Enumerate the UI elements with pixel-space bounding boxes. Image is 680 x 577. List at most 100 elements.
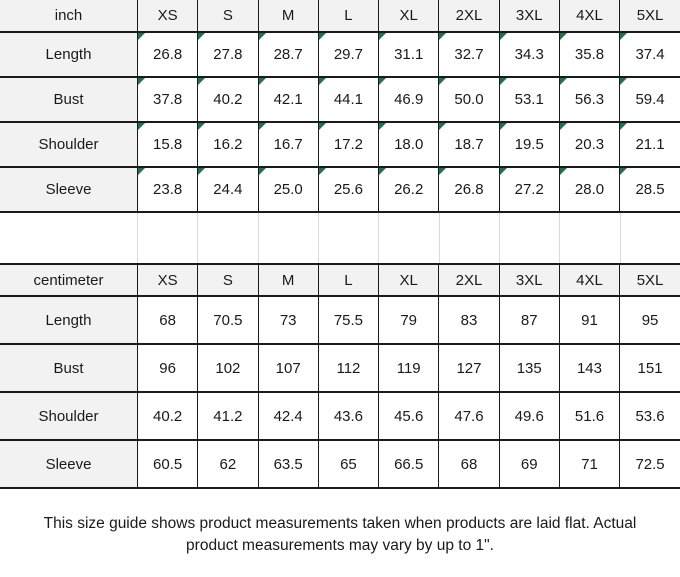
value-cell: 42.4 bbox=[257, 391, 319, 441]
flagged-cell-corner-icon bbox=[138, 124, 145, 130]
value-cell: 32.7 bbox=[438, 31, 500, 78]
measurement-row: Shoulder 40.2 41.2 42.4 43.6 45.6 47.6 49.6 51.6… bbox=[0, 391, 680, 441]
value-cell: 26.8 bbox=[136, 31, 199, 78]
size-header-cell: 4XL bbox=[558, 263, 621, 297]
value-cell: 68 bbox=[438, 439, 500, 489]
flagged-cell-corner-icon bbox=[138, 34, 145, 40]
gap-grid-column bbox=[378, 213, 438, 263]
flagged-cell-corner-icon bbox=[198, 169, 206, 175]
value-cell: 51.6 bbox=[558, 391, 621, 441]
value-cell: 25.0 bbox=[257, 166, 319, 213]
flagged-cell-corner-icon bbox=[198, 34, 206, 40]
value-cell: 75.5 bbox=[317, 295, 380, 345]
value-cell: 26.8 bbox=[438, 166, 500, 213]
flagged-cell-corner-icon bbox=[560, 124, 567, 130]
size-header-cell: 3XL bbox=[498, 0, 560, 33]
measurement-row: Bust 96 102 107 112 119 127 135 143 151 bbox=[0, 343, 680, 393]
flagged-cell-corner-icon bbox=[620, 79, 628, 85]
measurement-row: Shoulder 15.8 16.2 16.7 17.2 18.0 18.7 19.5 20.3… bbox=[0, 121, 680, 168]
value-cell: 151 bbox=[619, 343, 680, 393]
value-cell: 16.2 bbox=[197, 121, 259, 168]
flagged-cell-corner-icon bbox=[560, 79, 567, 85]
size-header-cell: M bbox=[257, 0, 319, 33]
value-cell: 66.5 bbox=[378, 439, 440, 489]
flagged-cell-corner-icon bbox=[379, 79, 387, 85]
row-label-cell: Bust bbox=[0, 76, 138, 123]
value-cell: 19.5 bbox=[498, 121, 560, 168]
value-cell: 102 bbox=[197, 343, 259, 393]
flagged-cell-corner-icon bbox=[198, 79, 206, 85]
value-cell: 27.8 bbox=[197, 31, 259, 78]
size-header-row: centimeter XS S M L XL 2XL 3XL 4XL 5XL bbox=[0, 263, 680, 297]
value-cell: 119 bbox=[378, 343, 440, 393]
row-label-cell: Length bbox=[0, 295, 138, 345]
flagged-cell-corner-icon bbox=[319, 124, 326, 130]
value-cell: 21.1 bbox=[619, 121, 680, 168]
gap-grid-column bbox=[197, 213, 257, 263]
size-header-cell: 3XL bbox=[498, 263, 560, 297]
value-cell: 20.3 bbox=[558, 121, 621, 168]
size-header-cell: 2XL bbox=[438, 0, 500, 33]
flagged-cell-corner-icon bbox=[379, 34, 387, 40]
flagged-cell-corner-icon bbox=[319, 79, 326, 85]
flagged-cell-corner-icon bbox=[620, 34, 628, 40]
value-cell: 127 bbox=[438, 343, 500, 393]
value-cell: 91 bbox=[558, 295, 621, 345]
flagged-cell-corner-icon bbox=[319, 169, 326, 175]
value-cell: 63.5 bbox=[257, 439, 319, 489]
centimeter-size-table: centimeter XS S M L XL 2XL 3XL 4XL 5XL Length 68 70.… bbox=[0, 263, 680, 489]
flagged-cell-corner-icon bbox=[319, 34, 326, 40]
value-cell: 34.3 bbox=[498, 31, 560, 78]
flagged-cell-corner-icon bbox=[259, 34, 266, 40]
measurement-row: Sleeve 60.5 62 63.5 65 66.5 68 69 71 72.5 bbox=[0, 439, 680, 489]
flagged-cell-corner-icon bbox=[259, 124, 266, 130]
gap-grid-column bbox=[257, 213, 318, 263]
value-cell: 53.1 bbox=[498, 76, 560, 123]
value-cell: 44.1 bbox=[317, 76, 380, 123]
row-label-cell: Sleeve bbox=[0, 166, 138, 213]
value-cell: 40.2 bbox=[136, 391, 199, 441]
value-cell: 65 bbox=[317, 439, 380, 489]
row-label-cell: Sleeve bbox=[0, 439, 138, 489]
flagged-cell-corner-icon bbox=[138, 79, 145, 85]
value-cell: 50.0 bbox=[438, 76, 500, 123]
unit-label-cell: centimeter bbox=[0, 263, 138, 297]
value-cell: 62 bbox=[197, 439, 259, 489]
flagged-cell-corner-icon bbox=[439, 124, 447, 130]
value-cell: 83 bbox=[438, 295, 500, 345]
value-cell: 18.0 bbox=[378, 121, 440, 168]
flagged-cell-corner-icon bbox=[560, 169, 567, 175]
gap-grid-column bbox=[317, 213, 378, 263]
value-cell: 28.7 bbox=[257, 31, 319, 78]
value-cell: 26.2 bbox=[378, 166, 440, 213]
row-label-cell: Bust bbox=[0, 343, 138, 393]
unit-label-cell: inch bbox=[0, 0, 138, 33]
size-header-cell: XS bbox=[136, 263, 199, 297]
size-header-cell: 4XL bbox=[558, 0, 621, 33]
measurement-row: Sleeve 23.8 24.4 25.0 25.6 26.2 26.8 27.2 28.0 28… bbox=[0, 166, 680, 213]
size-header-cell: 5XL bbox=[619, 0, 680, 33]
value-cell: 35.8 bbox=[558, 31, 621, 78]
value-cell: 79 bbox=[378, 295, 440, 345]
value-cell: 71 bbox=[558, 439, 621, 489]
size-header-cell: L bbox=[317, 0, 380, 33]
size-header-cell: XS bbox=[136, 0, 199, 33]
flagged-cell-corner-icon bbox=[560, 34, 567, 40]
value-cell: 15.8 bbox=[136, 121, 199, 168]
gap-label-column bbox=[0, 213, 137, 263]
value-cell: 25.6 bbox=[317, 166, 380, 213]
value-cell: 41.2 bbox=[197, 391, 259, 441]
row-label-cell: Shoulder bbox=[0, 121, 138, 168]
flagged-cell-corner-icon bbox=[500, 169, 507, 175]
size-header-cell: 2XL bbox=[438, 263, 500, 297]
flagged-cell-corner-icon bbox=[198, 124, 206, 130]
flagged-cell-corner-icon bbox=[439, 79, 447, 85]
value-cell: 43.6 bbox=[317, 391, 380, 441]
gap-grid-column bbox=[619, 213, 680, 263]
value-cell: 53.6 bbox=[619, 391, 680, 441]
size-header-cell: 5XL bbox=[619, 263, 680, 297]
row-label-cell: Shoulder bbox=[0, 391, 138, 441]
flagged-cell-corner-icon bbox=[259, 79, 266, 85]
measurement-row: Length 68 70.5 73 75.5 79 83 87 91 95 bbox=[0, 295, 680, 345]
size-guide-disclaimer: This size guide shows product measuremen… bbox=[43, 515, 637, 554]
